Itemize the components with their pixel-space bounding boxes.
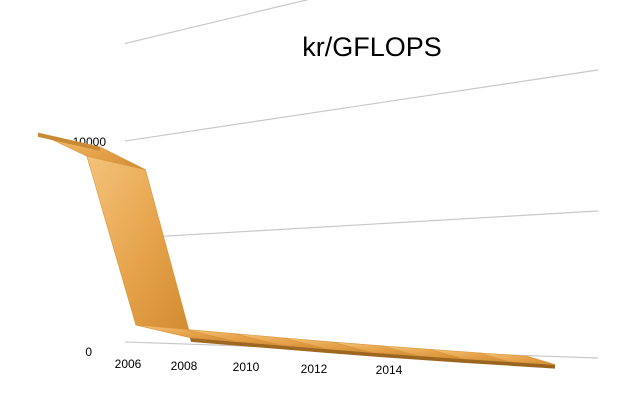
x-tick-label: 2006 — [115, 357, 142, 371]
ribbon-segment-2015-2016 — [478, 352, 556, 365]
x-tick-label: 2010 — [233, 360, 260, 374]
series-ribbon — [37, 132, 556, 369]
x-axis-ticks: 2006 2008 2010 2012 2014 — [115, 357, 403, 377]
x-tick-label: 2014 — [376, 363, 403, 377]
chart-title: kr/GFLOPS — [302, 32, 442, 62]
gridline-10000 — [124, 69, 599, 142]
ribbon-cap — [38, 132, 100, 151]
gridline-15000 — [124, 0, 309, 45]
x-tick-label: 2008 — [171, 359, 198, 373]
x-tick-label: 2012 — [301, 362, 328, 376]
y-tick-label: 0 — [85, 345, 92, 359]
gridline-5000 — [124, 210, 599, 240]
ribbon-segment-2007-2008 — [86, 155, 192, 339]
